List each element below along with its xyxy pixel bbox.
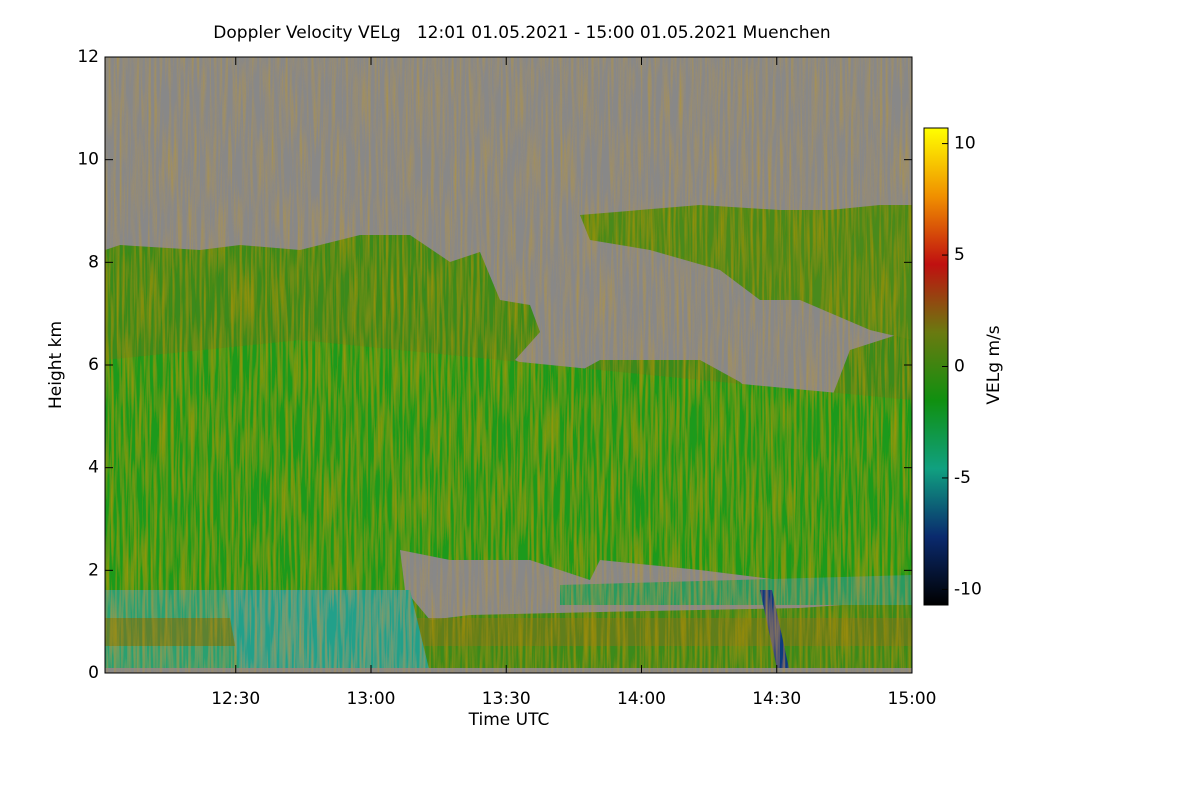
colorbar-label: VELg m/s bbox=[984, 325, 1004, 404]
chart-title: Doppler Velocity VELg 12:01 01.05.2021 -… bbox=[213, 23, 830, 43]
y-tick-label: 6 bbox=[88, 355, 99, 375]
y-tick-label: 4 bbox=[88, 458, 99, 478]
colorbar-tick-label: -10 bbox=[954, 579, 982, 599]
colorbar-tick-label: 5 bbox=[954, 245, 965, 265]
colorbar-tick-label: -5 bbox=[954, 468, 971, 488]
y-tick-label: 0 bbox=[88, 663, 99, 683]
y-tick-label: 12 bbox=[77, 47, 99, 67]
colorbar-tick-label: 0 bbox=[954, 357, 965, 377]
x-tick-label: 13:30 bbox=[482, 689, 531, 709]
heatmap bbox=[105, 57, 912, 673]
y-axis-label: Height km bbox=[46, 321, 66, 409]
x-tick-label: 12:30 bbox=[211, 689, 260, 709]
x-tick-label: 14:00 bbox=[617, 689, 666, 709]
y-tick-label: 2 bbox=[88, 560, 99, 580]
colorbar-tick-label: 10 bbox=[954, 134, 976, 154]
y-tick-label: 8 bbox=[88, 252, 99, 272]
x-axis-label: Time UTC bbox=[468, 710, 550, 730]
x-tick-label: 15:00 bbox=[888, 689, 937, 709]
y-tick-label: 10 bbox=[77, 150, 99, 170]
x-tick-label: 13:00 bbox=[346, 689, 395, 709]
x-tick-label: 14:30 bbox=[752, 689, 801, 709]
